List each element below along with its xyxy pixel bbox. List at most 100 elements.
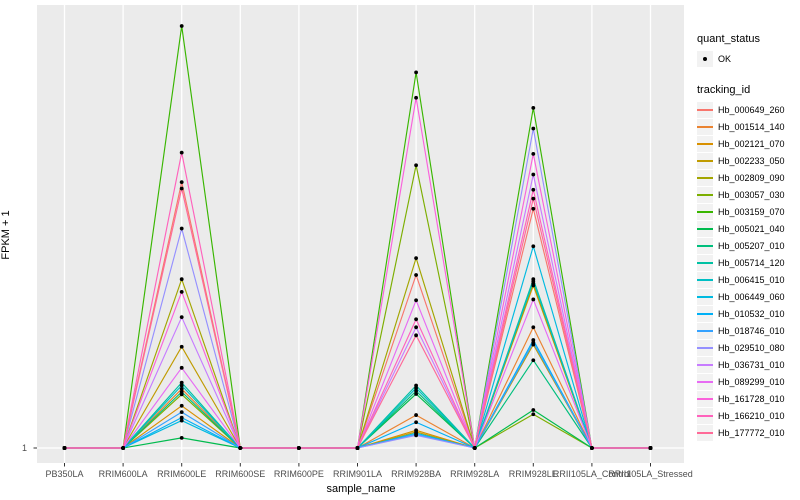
data-point xyxy=(531,187,536,192)
legend-title-quant-status: quant_status xyxy=(697,33,760,45)
line-swatch-icon xyxy=(697,415,713,417)
x-tick-label: RRII105LA_Control xyxy=(552,469,631,479)
data-point xyxy=(414,95,418,100)
legend-key xyxy=(697,136,713,152)
data-point xyxy=(414,70,418,75)
legend-key xyxy=(697,323,713,339)
line-swatch-icon xyxy=(697,160,713,162)
data-point xyxy=(472,446,477,450)
legend-item-label: Hb_018746_010 xyxy=(718,326,785,336)
data-point xyxy=(179,365,184,370)
data-point xyxy=(531,279,536,284)
data-point xyxy=(531,206,536,211)
line-swatch-icon xyxy=(697,177,713,179)
data-point xyxy=(531,340,536,345)
data-point xyxy=(179,418,184,423)
legend-item-label: Hb_001514_140 xyxy=(718,122,785,132)
x-tick-label: RRIM901LA xyxy=(332,469,383,479)
legend-item: Hb_006415_010 xyxy=(697,272,799,288)
line-swatch-icon xyxy=(697,381,713,383)
legend-item: Hb_018746_010 xyxy=(697,323,799,339)
data-point xyxy=(414,420,418,425)
legend-item: Hb_005207_010 xyxy=(697,238,799,254)
data-point xyxy=(414,256,418,260)
data-point xyxy=(179,383,184,388)
data-point xyxy=(238,446,243,450)
data-point xyxy=(531,358,536,363)
legend-key xyxy=(697,340,713,356)
data-point xyxy=(179,180,184,185)
legend-item-label: Hb_166210_010 xyxy=(718,411,785,421)
line-swatch-icon xyxy=(697,432,713,434)
data-point xyxy=(531,412,536,417)
legend-item: Hb_001514_140 xyxy=(697,119,799,135)
legend-key xyxy=(697,102,713,118)
legend-item-label: Hb_000649_260 xyxy=(718,105,785,115)
data-point xyxy=(414,317,418,322)
data-point xyxy=(179,289,184,294)
legend-key xyxy=(697,187,713,203)
x-tick-label: RRIM928LA xyxy=(450,469,500,479)
legend-item-label: Hb_177772_010 xyxy=(718,428,785,438)
legend-key xyxy=(697,255,713,271)
legend-item: Hb_166210_010 xyxy=(697,408,799,424)
line-swatch-icon xyxy=(697,296,713,298)
legend-item-label: Hb_002121_070 xyxy=(718,139,785,149)
legend-item-label: Hb_006449_060 xyxy=(718,292,785,302)
data-point xyxy=(531,325,536,330)
data-point xyxy=(531,196,536,201)
legend-key xyxy=(697,221,713,237)
x-tick-label: RRII105LA_Stressed xyxy=(608,469,693,479)
legend-item: Hb_006449_060 xyxy=(697,289,799,305)
data-point xyxy=(414,333,418,338)
legend-item-label: Hb_036731_010 xyxy=(718,360,785,370)
data-point xyxy=(414,298,418,303)
y-tick-label: 1 xyxy=(21,443,27,453)
data-point xyxy=(414,273,418,277)
legend-key xyxy=(697,272,713,288)
line-swatch-icon xyxy=(697,279,713,281)
legend-item-label: Hb_089299_010 xyxy=(718,377,785,387)
line-swatch-icon xyxy=(697,143,713,145)
line-swatch-icon xyxy=(697,194,713,196)
legend-item: Hb_002809_090 xyxy=(697,170,799,186)
line-swatch-icon xyxy=(697,364,713,366)
data-point xyxy=(531,244,536,249)
legend-item: Hb_002233_050 xyxy=(697,153,799,169)
legend-item: Hb_177772_010 xyxy=(697,425,799,441)
legend-item: Hb_161728_010 xyxy=(697,391,799,407)
line-swatch-icon xyxy=(697,262,713,264)
data-point xyxy=(648,446,653,450)
data-point xyxy=(355,446,360,450)
data-point xyxy=(297,446,301,450)
data-point xyxy=(414,433,418,438)
legend-item-label: Hb_161728_010 xyxy=(718,394,785,404)
legend-key xyxy=(697,425,713,441)
data-point xyxy=(179,380,184,385)
line-swatch-icon xyxy=(697,245,713,247)
data-point xyxy=(531,151,536,156)
data-point xyxy=(179,277,184,282)
legend-item: Hb_010532_010 xyxy=(697,306,799,322)
line-swatch-icon xyxy=(697,126,713,128)
x-tick-label: RRIM600SE xyxy=(215,469,266,479)
x-axis-title: sample_name xyxy=(326,483,396,495)
data-point xyxy=(179,186,184,191)
legend-item-ok: OK xyxy=(697,51,799,67)
legend-item: Hb_003159_070 xyxy=(697,204,799,220)
x-tick-label: RRIM600LE xyxy=(157,469,207,479)
legend-key xyxy=(697,391,713,407)
data-point xyxy=(414,386,418,390)
y-axis-title: FPKM + 1 xyxy=(0,210,12,260)
x-tick-label: RRIM600PE xyxy=(273,469,324,479)
legend-item: Hb_005021_040 xyxy=(697,221,799,237)
legend-item-label: Hb_005207_010 xyxy=(718,241,785,251)
legend-item-label: Hb_003057_030 xyxy=(718,190,785,200)
data-point xyxy=(414,163,418,168)
legend-key xyxy=(697,51,713,67)
data-point xyxy=(179,389,184,394)
data-point xyxy=(531,105,536,110)
legend-item-label: Hb_005021_040 xyxy=(718,224,785,234)
